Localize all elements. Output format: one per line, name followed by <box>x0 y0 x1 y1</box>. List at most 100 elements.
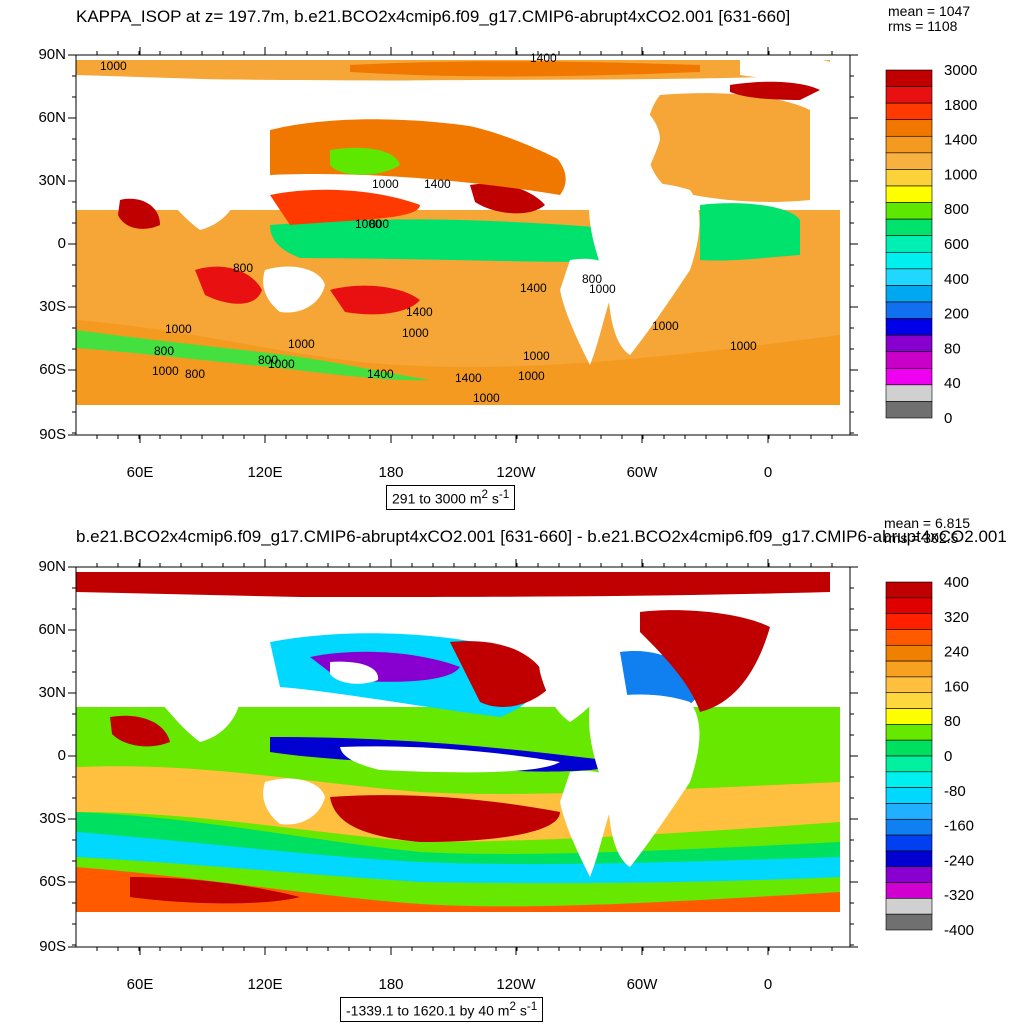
top-north-pacific-green <box>330 147 400 175</box>
bottom-north-america <box>538 607 620 722</box>
bottom-lon-label-60e: 60E <box>126 976 154 993</box>
top-contour-label: 1000 <box>523 349 550 363</box>
bottom-colorbar-swatch <box>885 755 933 773</box>
top-contour-label: 1400 <box>424 177 451 191</box>
top-contour-label: 1000 <box>730 339 757 353</box>
top-np-orange <box>270 189 420 225</box>
bottom-colorbar-label: -400 <box>944 922 974 939</box>
top-southern-green <box>76 330 430 381</box>
bottom-colorbar-swatch <box>885 613 933 630</box>
bottom-arctic-land <box>76 567 850 572</box>
top-contour-label: 1400 <box>406 305 433 319</box>
top-lat-label-60n: 60N <box>38 109 66 126</box>
bottom-mean-label: mean = 6.815 <box>884 515 971 531</box>
bottom-colorbar-swatch <box>885 913 933 931</box>
top-panel-title: KAPPA_ISOP at z= 197.7m, b.e21.BCO2x4cmi… <box>76 7 791 26</box>
top-range-text: 291 to 3000 m <box>392 490 482 507</box>
top-colorbar-swatch <box>885 218 933 237</box>
top-colorbar-label: 800 <box>944 201 969 218</box>
bottom-antarctica <box>76 917 850 947</box>
bottom-units-exp1: 2 <box>509 1000 516 1013</box>
top-antarctica <box>76 405 850 435</box>
bottom-colorbar-label: 80 <box>944 713 961 730</box>
top-rms-label: rms = 1108 <box>888 18 958 34</box>
bottom-sp-red <box>330 795 560 842</box>
bottom-lat-label-30s: 30S <box>39 810 66 827</box>
bottom-colorbar-swatch <box>885 771 933 788</box>
bottom-colorbar-swatch <box>885 644 933 662</box>
top-colorbar-label: 200 <box>944 306 969 323</box>
top-colorbar-swatch <box>885 268 933 286</box>
top-colorbar-label: 40 <box>944 375 961 392</box>
bottom-field-layer <box>76 567 850 947</box>
bottom-colorbar-swatch <box>885 803 933 820</box>
bottom-so-dark-red <box>130 877 300 904</box>
bottom-colorbar-swatch <box>885 834 933 852</box>
top-contour-label: 1000 <box>165 322 192 336</box>
top-axis-ticks <box>68 47 858 443</box>
bottom-colorbar-swatch <box>885 676 933 694</box>
bottom-colorbar-swatch <box>885 787 933 804</box>
bottom-colorbar-label: -160 <box>944 818 974 835</box>
top-units-exp1: 2 <box>481 488 488 501</box>
bottom-axis-ticks <box>68 559 858 955</box>
bottom-colorbar-swatch <box>885 818 933 836</box>
top-lon-label-120e: 120E <box>247 464 283 481</box>
top-mean-label: mean = 1047 <box>888 3 971 19</box>
top-units-mid: s <box>488 490 499 507</box>
top-contour-label: 1000 <box>652 319 679 333</box>
bottom-rms-label: rms = 302.5 <box>884 530 959 546</box>
bottom-colorbar-swatch <box>885 692 933 709</box>
bottom-lon-label-0: 0 <box>763 976 773 993</box>
bottom-na-red <box>640 610 770 712</box>
top-contour-label: 1000 <box>402 326 429 340</box>
bottom-colorbar: 400 320 240 160 80 0 -80 -160 -240 -320 -400 <box>885 574 974 939</box>
top-colorbar-swatch <box>885 135 933 154</box>
bottom-colorbar-swatch <box>885 660 933 678</box>
top-lon-label-180: 180 <box>378 464 404 481</box>
top-lon-label-0: 0 <box>763 464 773 481</box>
top-field-layer <box>76 55 850 435</box>
top-contour-label: 800 <box>582 272 602 286</box>
top-south-asia <box>120 150 240 230</box>
top-colorbar-swatch <box>885 384 933 402</box>
top-colorbar-swatch <box>885 285 933 303</box>
top-lat-label-90s: 90S <box>39 426 66 443</box>
top-colorbar-label: 1800 <box>944 97 977 114</box>
bottom-units-exp2: -1 <box>526 1000 538 1013</box>
bottom-colorbar-label: 0 <box>944 748 952 765</box>
bottom-map-svg: 400 320 240 160 80 0 -80 -160 -240 -320 -400 <box>68 559 974 955</box>
top-colorbar-swatch <box>885 102 933 121</box>
top-africa <box>589 182 700 355</box>
top-lat-label-60s: 60S <box>39 361 66 378</box>
top-contour-label: 1400 <box>367 367 394 381</box>
top-europe-asia <box>76 78 650 190</box>
bottom-colorbar-swatch <box>885 739 933 757</box>
top-colorbar-label: 600 <box>944 236 969 253</box>
bottom-colorbar-swatch <box>885 724 933 741</box>
top-map-frame <box>75 54 851 436</box>
top-colorbar-swatch <box>885 351 933 369</box>
bottom-lat-label-0: 0 <box>57 747 66 764</box>
top-na-red <box>730 81 820 100</box>
top-south-america <box>560 258 616 365</box>
top-colorbar-swatch <box>885 235 933 253</box>
top-contour-label: 1000 <box>268 357 295 371</box>
top-lat-label-30s: 30S <box>39 298 66 315</box>
top-colorbar-label: 1000 <box>944 166 977 183</box>
bottom-lon-label-180: 180 <box>378 976 404 993</box>
top-contour-label: 1000 <box>372 177 399 191</box>
top-colorbar-swatch <box>885 86 933 104</box>
top-southern-band <box>76 320 840 410</box>
bottom-colorbar-label: 400 <box>944 574 969 591</box>
bottom-lon-label-120e: 120E <box>247 976 283 993</box>
top-contour-label: 800 <box>369 217 389 231</box>
bottom-units-mid: s <box>515 1002 527 1019</box>
top-units-exp2: -1 <box>498 488 510 501</box>
bottom-range-box: -1339.1 to 1620.1 by 40 m2 s-1 <box>340 997 544 1022</box>
top-colorbar-label: 400 <box>944 271 969 288</box>
top-colorbar-swatch <box>885 152 933 170</box>
